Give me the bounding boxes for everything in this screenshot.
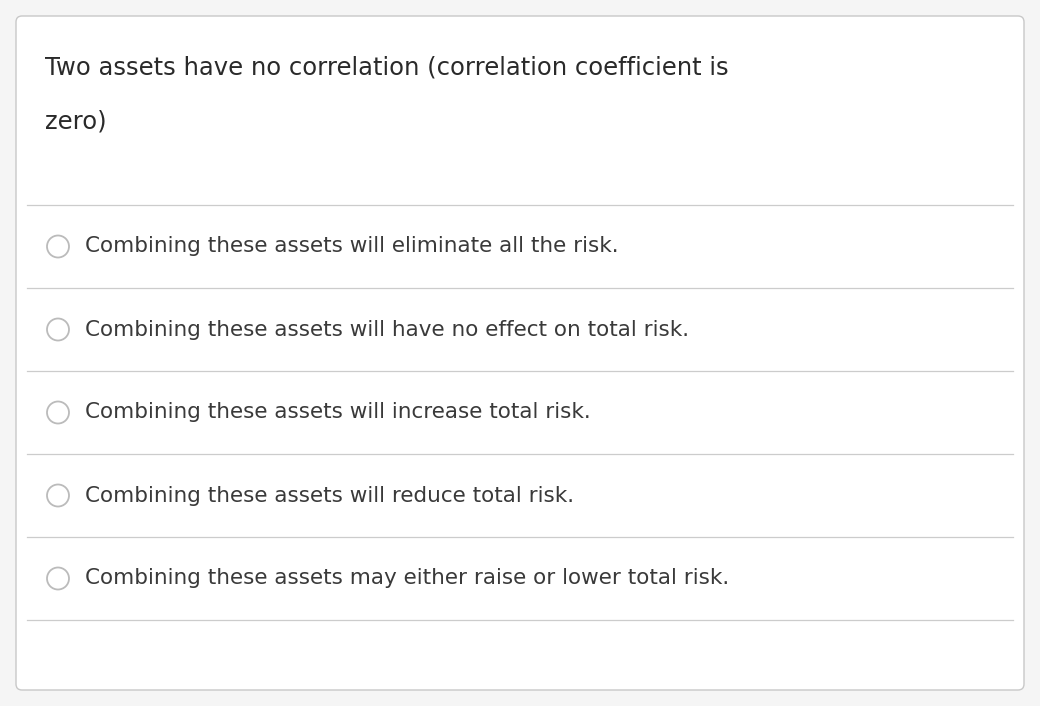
Text: Combining these assets may either raise or lower total risk.: Combining these assets may either raise … bbox=[85, 568, 729, 589]
Text: Two assets have no correlation (correlation coefficient is: Two assets have no correlation (correlat… bbox=[45, 55, 729, 79]
Text: Combining these assets will eliminate all the risk.: Combining these assets will eliminate al… bbox=[85, 237, 619, 256]
Text: zero): zero) bbox=[45, 110, 107, 134]
Text: Combining these assets will have no effect on total risk.: Combining these assets will have no effe… bbox=[85, 320, 690, 340]
Circle shape bbox=[47, 402, 69, 424]
Text: Combining these assets will reduce total risk.: Combining these assets will reduce total… bbox=[85, 486, 574, 505]
FancyBboxPatch shape bbox=[16, 16, 1024, 690]
Circle shape bbox=[47, 318, 69, 340]
Circle shape bbox=[47, 236, 69, 258]
Text: Combining these assets will increase total risk.: Combining these assets will increase tot… bbox=[85, 402, 591, 422]
Circle shape bbox=[47, 484, 69, 506]
Circle shape bbox=[47, 568, 69, 590]
